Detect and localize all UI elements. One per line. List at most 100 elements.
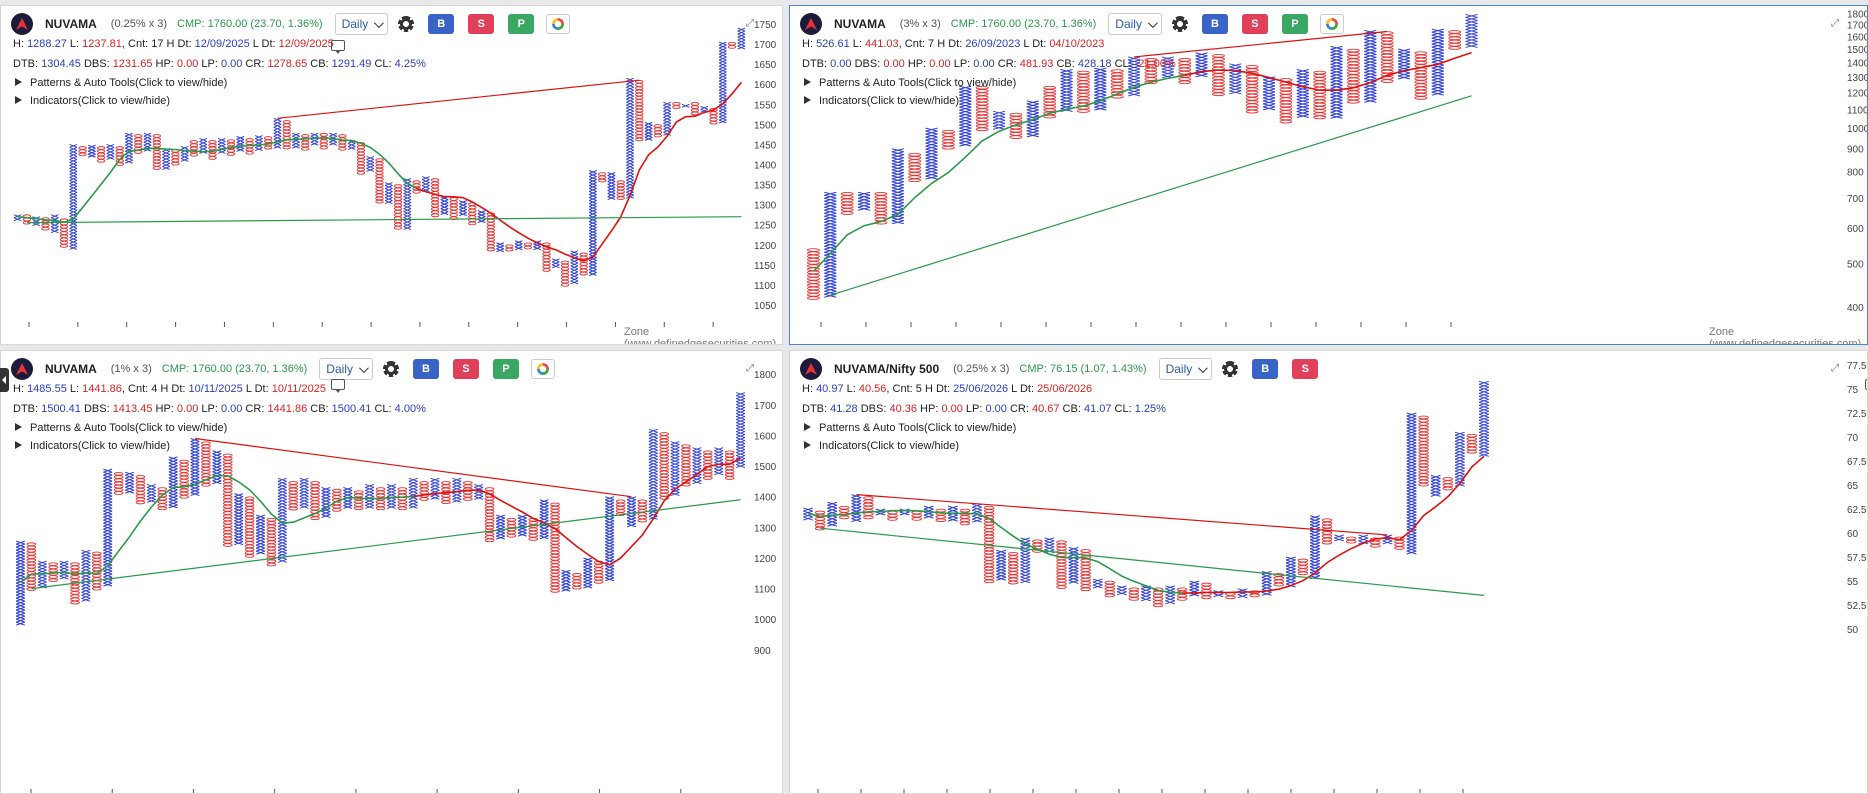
y-tick-label: 1750 <box>754 20 777 31</box>
x-column <box>1068 546 1079 584</box>
y-tick-label: 1100 <box>754 585 776 596</box>
chart-panel-3[interactable]: NUVAMA (1% x 3) CMP: 1760.00 (23.70, 1.36%… <box>0 350 783 794</box>
buy-button[interactable]: B <box>1201 14 1228 34</box>
timeframe-select[interactable]: Daily <box>1158 358 1213 380</box>
comment-icon[interactable] <box>331 40 345 54</box>
o-column <box>911 510 922 521</box>
buy-button[interactable]: B <box>428 14 455 34</box>
sell-button[interactable]: S <box>1241 14 1268 34</box>
sell-button[interactable]: S <box>1292 359 1319 379</box>
position-button[interactable]: P <box>508 14 535 34</box>
support-trend-line <box>26 216 742 224</box>
x-column <box>1397 48 1411 80</box>
o-column <box>113 471 124 495</box>
triangle-right-icon <box>804 441 811 449</box>
x-column <box>1454 431 1465 487</box>
o-column <box>1009 112 1023 139</box>
info-value: 4.25% <box>394 58 426 70</box>
resistance-trend-line <box>1134 30 1388 58</box>
indicators-toggle[interactable]: Indicators(Click to view/hide) <box>804 95 959 107</box>
comment-icon[interactable] <box>331 379 345 393</box>
indicators-toggle-label: Indicators(Click to view/hide) <box>819 95 959 107</box>
o-column <box>941 129 955 150</box>
box-size: (1% x 3) <box>110 363 152 375</box>
collapse-handle[interactable] <box>0 368 9 392</box>
patterns-toggle[interactable]: Patterns & Auto Tools(Click to view/hide… <box>804 422 1016 434</box>
timeframe-select[interactable]: Daily <box>319 358 373 380</box>
pnf-columns <box>13 27 746 287</box>
indicators-toggle-label: Indicators(Click to view/hide) <box>30 95 170 107</box>
o-column <box>1245 64 1259 114</box>
info-value: 481.93 <box>1019 58 1054 70</box>
x-column <box>125 471 135 494</box>
gear-icon[interactable] <box>382 361 399 377</box>
info-value: 0.00 <box>830 58 852 70</box>
info-value: 1.25% <box>1134 403 1166 415</box>
y-tick-label: 1650 <box>754 60 777 71</box>
info-key: HP: <box>916 403 942 415</box>
timeframe-select[interactable]: Daily <box>1108 13 1162 35</box>
symbol-name: NUVAMA <box>45 362 97 376</box>
patterns-toggle-label: Patterns & Auto Tools(Click to view/hide… <box>30 422 228 434</box>
chart-panel-1[interactable]: NUVAMA (0.25% x 3) CMP: 1760.00 (23.70, 1.… <box>0 5 783 345</box>
y-tick-label: 1250 <box>754 221 777 232</box>
color-wheel-button[interactable] <box>546 14 571 34</box>
o-column <box>598 172 607 183</box>
x-column <box>992 110 1006 130</box>
y-tick-label: 1550 <box>754 100 777 111</box>
sell-button[interactable]: S <box>468 14 495 34</box>
info-value: 0.00 <box>929 58 951 70</box>
buy-button[interactable]: B <box>412 359 439 379</box>
gear-icon[interactable] <box>1222 361 1239 377</box>
expand-icon[interactable]: ⤢ <box>1831 363 1839 374</box>
color-wheel-button[interactable] <box>530 359 555 379</box>
indicators-toggle[interactable]: Indicators(Click to view/hide) <box>15 95 170 107</box>
info-value: 40.56 <box>858 383 887 395</box>
expand-icon[interactable]: ⤢ <box>746 363 754 374</box>
color-wheel-button[interactable] <box>1319 14 1344 34</box>
x-column <box>180 145 189 162</box>
x-column <box>50 214 59 234</box>
y-tick-label: 500 <box>1847 259 1864 270</box>
info-value: 1278.65 <box>267 58 308 70</box>
o-column <box>1418 415 1429 487</box>
x-column <box>561 569 571 592</box>
expand-icon[interactable]: ⤢ <box>746 18 754 29</box>
y-tick-label: 62.5 <box>1847 505 1867 516</box>
indicators-toggle[interactable]: Indicators(Click to view/hide) <box>804 440 959 452</box>
chart-panel-4[interactable]: NUVAMA/Nifty 500 (0.25% x 3) CMP: 76.15 (1… <box>789 350 1868 794</box>
chart-panel-2[interactable]: NUVAMA (3% x 3) CMP: 1760.00 (23.70, 1.36%… <box>789 5 1868 345</box>
comment-icon[interactable] <box>1865 379 1867 390</box>
info-value: 0.00 <box>941 403 963 415</box>
info-key: DBS: <box>857 403 890 415</box>
info-value: 40.67 <box>1031 403 1060 415</box>
info-key: CB: <box>307 58 332 70</box>
position-button[interactable]: P <box>492 359 519 379</box>
expand-icon[interactable]: ⤢ <box>1831 18 1839 29</box>
buy-button[interactable]: B <box>1252 359 1279 379</box>
patterns-toggle[interactable]: Patterns & Auto Tools(Click to view/hide… <box>15 77 227 89</box>
support-trend-line <box>830 95 1472 296</box>
gear-icon[interactable] <box>1171 16 1188 32</box>
sell-button[interactable]: S <box>452 359 479 379</box>
x-column <box>430 477 440 500</box>
patterns-toggle[interactable]: Patterns & Auto Tools(Click to view/hide… <box>15 422 227 434</box>
o-column <box>222 453 233 547</box>
x-column <box>384 182 393 205</box>
timeframe-select[interactable]: Daily <box>334 13 389 35</box>
info-value: 1441.86 <box>267 403 308 415</box>
position-button[interactable]: P <box>1281 14 1308 34</box>
o-column <box>96 146 106 163</box>
o-column <box>201 441 211 487</box>
x-column <box>824 191 837 298</box>
o-column <box>449 197 458 221</box>
chart-header: NUVAMA (0.25% x 3) CMP: 1760.00 (23.70, 1.… <box>11 12 571 36</box>
o-column <box>506 517 517 538</box>
info-value: 40.97 <box>816 383 844 395</box>
patterns-toggle[interactable]: Patterns & Auto Tools(Click to view/hide… <box>804 77 1016 89</box>
info-line-2: DTB: 0.00 DBS: 0.00 HP: 0.00 LP: 0.00 CR… <box>802 58 1176 70</box>
patterns-toggle-label: Patterns & Auto Tools(Click to view/hide… <box>819 77 1017 89</box>
indicators-toggle[interactable]: Indicators(Click to view/hide) <box>15 440 170 452</box>
gear-icon[interactable] <box>398 16 415 32</box>
y-tick-label: 60 <box>1847 529 1859 540</box>
